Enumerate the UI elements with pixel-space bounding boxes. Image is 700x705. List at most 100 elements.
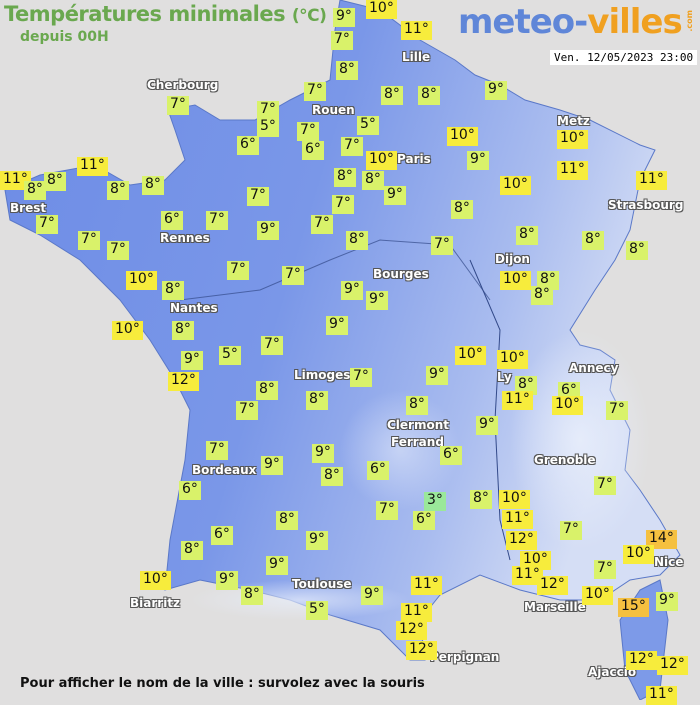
meteo-villes-logo[interactable]: meteo-villes .com — [458, 2, 694, 42]
temperature-label[interactable]: 10° — [140, 571, 171, 590]
temperature-label[interactable]: 12° — [626, 651, 657, 670]
temperature-label[interactable]: 12° — [506, 531, 537, 550]
temperature-label[interactable]: 10° — [366, 151, 397, 170]
temperature-label[interactable]: 7° — [236, 401, 258, 420]
temperature-label[interactable]: 8° — [256, 381, 278, 400]
temperature-label[interactable]: 9° — [312, 444, 334, 463]
temperature-label[interactable]: 9° — [366, 291, 388, 310]
temperature-label[interactable]: 10° — [455, 346, 486, 365]
temperature-label[interactable]: 7° — [341, 137, 363, 156]
temperature-label[interactable]: 8° — [306, 391, 328, 410]
temperature-label[interactable]: 7° — [206, 211, 228, 230]
temperature-label[interactable]: 7° — [304, 82, 326, 101]
temperature-label[interactable]: 12° — [396, 621, 427, 640]
temperature-label[interactable]: 3° — [424, 492, 446, 511]
temperature-label[interactable]: 10° — [497, 350, 528, 369]
temperature-label[interactable]: 8° — [362, 171, 384, 190]
temperature-label[interactable]: 8° — [516, 226, 538, 245]
temperature-label[interactable]: 5° — [219, 346, 241, 365]
temperature-label[interactable]: 10° — [499, 490, 530, 509]
temperature-label[interactable]: 11° — [512, 566, 543, 585]
temperature-label[interactable]: 5° — [257, 118, 279, 137]
temperature-label[interactable]: 11° — [557, 161, 588, 180]
temperature-label[interactable]: 9° — [333, 8, 355, 27]
temperature-label[interactable]: 5° — [357, 116, 379, 135]
temperature-label[interactable]: 6° — [302, 141, 324, 160]
temperature-label[interactable]: 10° — [557, 130, 588, 149]
temperature-label[interactable]: 8° — [582, 231, 604, 250]
temperature-label[interactable]: 9° — [467, 151, 489, 170]
temperature-label[interactable]: 11° — [77, 157, 108, 176]
temperature-label[interactable]: 7° — [107, 241, 129, 260]
temperature-label[interactable]: 10° — [623, 545, 654, 564]
temperature-label[interactable]: 11° — [502, 510, 533, 529]
temperature-label[interactable]: 9° — [306, 531, 328, 550]
temperature-label[interactable]: 7° — [431, 236, 453, 255]
temperature-label[interactable]: 8° — [142, 176, 164, 195]
temperature-label[interactable]: 10° — [447, 127, 478, 146]
temperature-label[interactable]: 11° — [411, 576, 442, 595]
temperature-label[interactable]: 7° — [282, 266, 304, 285]
temperature-label[interactable]: 11° — [401, 603, 432, 622]
temperature-label[interactable]: 7° — [594, 476, 616, 495]
temperature-label[interactable]: 9° — [341, 281, 363, 300]
temperature-label[interactable]: 11° — [636, 171, 667, 190]
temperature-label[interactable]: 7° — [376, 501, 398, 520]
temperature-label[interactable]: 15° — [618, 598, 649, 617]
temperature-label[interactable]: 8° — [531, 286, 553, 305]
temperature-label[interactable]: 5° — [306, 601, 328, 620]
temperature-label[interactable]: 8° — [107, 181, 129, 200]
temperature-label[interactable]: 6° — [161, 211, 183, 230]
temperature-label[interactable]: 8° — [172, 321, 194, 340]
temperature-label[interactable]: 9° — [361, 586, 383, 605]
temperature-label[interactable]: 7° — [36, 215, 58, 234]
temperature-label[interactable]: 7° — [560, 521, 582, 540]
temperature-label[interactable]: 9° — [426, 366, 448, 385]
temperature-label[interactable]: 8° — [336, 61, 358, 80]
temperature-label[interactable]: 9° — [257, 221, 279, 240]
temperature-label[interactable]: 8° — [276, 511, 298, 530]
temperature-label[interactable]: 12° — [406, 641, 437, 660]
temperature-label[interactable]: 6° — [211, 526, 233, 545]
temperature-label[interactable]: 8° — [346, 231, 368, 250]
temperature-label[interactable]: 8° — [406, 396, 428, 415]
temperature-label[interactable]: 7° — [311, 215, 333, 234]
temperature-label[interactable]: 8° — [381, 86, 403, 105]
temperature-label[interactable]: 10° — [520, 551, 551, 570]
temperature-label[interactable]: 8° — [537, 271, 559, 290]
temperature-label[interactable]: 8° — [515, 376, 537, 395]
temperature-label[interactable]: 9° — [216, 571, 238, 590]
temperature-label[interactable]: 6° — [237, 136, 259, 155]
temperature-label[interactable]: 7° — [257, 101, 279, 120]
temperature-label[interactable]: 9° — [266, 556, 288, 575]
temperature-label[interactable]: 8° — [24, 181, 46, 200]
temperature-label[interactable]: 8° — [451, 200, 473, 219]
temperature-label[interactable]: 7° — [332, 195, 354, 214]
temperature-label[interactable]: 9° — [181, 351, 203, 370]
temperature-label[interactable]: 10° — [366, 0, 397, 19]
temperature-label[interactable]: 9° — [476, 416, 498, 435]
temperature-label[interactable]: 8° — [44, 172, 66, 191]
temperature-label[interactable]: 7° — [350, 368, 372, 387]
temperature-label[interactable]: 7° — [78, 231, 100, 250]
temperature-label[interactable]: 7° — [247, 187, 269, 206]
temperature-label[interactable]: 7° — [606, 401, 628, 420]
temperature-label[interactable]: 8° — [321, 467, 343, 486]
temperature-label[interactable]: 11° — [646, 686, 677, 705]
temperature-label[interactable]: 9° — [261, 456, 283, 475]
temperature-label[interactable]: 10° — [112, 321, 143, 340]
temperature-label[interactable]: 8° — [162, 281, 184, 300]
temperature-label[interactable]: 6° — [413, 511, 435, 530]
temperature-label[interactable]: 8° — [334, 168, 356, 187]
temperature-label[interactable]: 10° — [582, 586, 613, 605]
temperature-label[interactable]: 10° — [500, 176, 531, 195]
temperature-label[interactable]: 7° — [331, 31, 353, 50]
temperature-label[interactable]: 6° — [367, 461, 389, 480]
temperature-label[interactable]: 7° — [297, 122, 319, 141]
temperature-label[interactable]: 8° — [418, 86, 440, 105]
temperature-label[interactable]: 11° — [0, 171, 31, 190]
temperature-label[interactable]: 7° — [206, 441, 228, 460]
temperature-label[interactable]: 10° — [126, 271, 157, 290]
temperature-label[interactable]: 8° — [241, 586, 263, 605]
temperature-label[interactable]: 9° — [485, 81, 507, 100]
